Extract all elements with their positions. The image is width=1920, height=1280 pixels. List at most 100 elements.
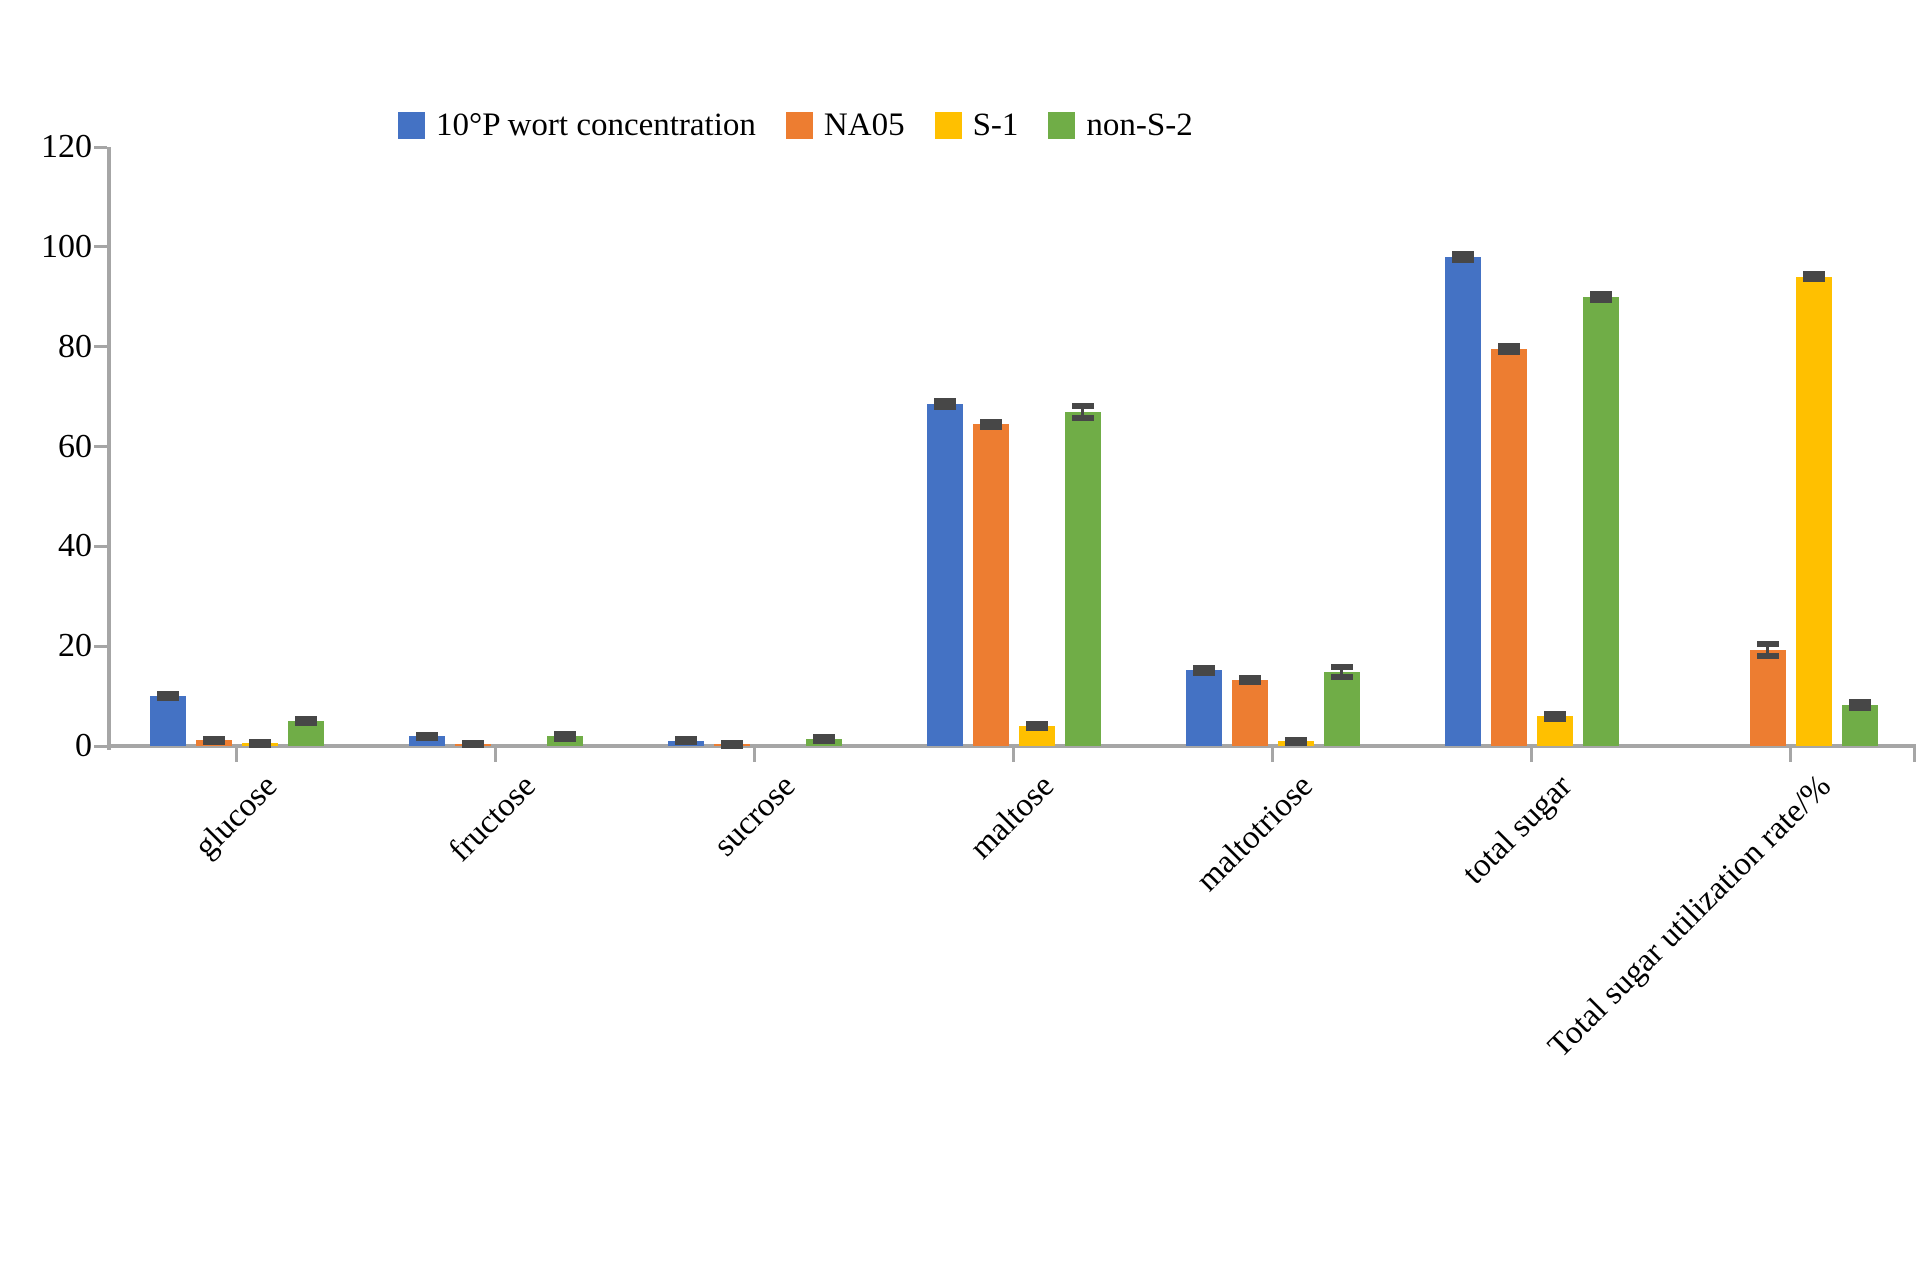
error-bar-cap-bottom	[202, 738, 225, 745]
bar-maltotriose-na05	[1231, 680, 1268, 746]
legend-label: non-S-2	[1086, 107, 1193, 143]
error-bar-cap-top	[1451, 250, 1474, 257]
bar-total-sugar-utilization-rate--na05	[1749, 649, 1786, 746]
error-bar-cap-top	[1071, 402, 1094, 409]
error-bar-cap-top	[1756, 640, 1779, 647]
x-axis-tick	[1271, 748, 1274, 762]
error-bar-cap-bottom	[1330, 674, 1353, 681]
error-bar-cap-bottom	[1238, 679, 1261, 686]
legend-label: S-1	[972, 107, 1019, 143]
error-bar-cap-bottom	[812, 738, 835, 744]
error-bar-cap-bottom	[248, 741, 271, 748]
y-axis-tick	[94, 345, 107, 349]
error-bar-cap-top	[1025, 721, 1048, 728]
bar-total-sugar-na05	[1490, 349, 1527, 746]
error-bar-cap-top	[294, 716, 317, 723]
x-category-label: glucose	[187, 768, 284, 865]
bar-total-sugar-utilization-rate--non-s-2	[1841, 705, 1878, 746]
error-bar-cap-bottom	[156, 695, 179, 702]
error-bar-cap-top	[1497, 343, 1520, 350]
y-axis-tick-label: 100	[41, 227, 92, 265]
legend-swatch-icon	[785, 111, 813, 139]
bar-total-sugar-utilization-rate--s-1	[1795, 276, 1832, 746]
bar-maltose-non-s-2	[1064, 411, 1101, 746]
error-bar-line	[1340, 667, 1343, 678]
legend-swatch-icon	[934, 111, 962, 139]
y-axis-tick	[94, 145, 107, 149]
legend-swatch-icon	[398, 111, 425, 139]
x-axis-end-tick	[1913, 748, 1916, 762]
y-axis-tick-label: 120	[41, 128, 92, 165]
legend-label: NA05	[823, 107, 905, 143]
x-category-label: sucrose	[706, 768, 802, 864]
x-category-label: maltose	[962, 768, 1061, 867]
x-category-label: total sugar	[1455, 768, 1579, 892]
error-bar-cap-top	[1848, 699, 1871, 706]
error-bar-cap-bottom	[933, 404, 956, 411]
error-bar-cap-bottom	[553, 735, 576, 742]
error-bar-cap-top	[1192, 664, 1215, 671]
legend-label: 10°P wort concentration	[436, 107, 756, 143]
error-bar-line	[1081, 405, 1084, 418]
bar-total-sugar-10-p-wort-concentration	[1444, 256, 1481, 746]
y-axis-tick	[94, 644, 107, 648]
chart-legend: 10°P wort concentration NA05 S-1 non-S-2	[398, 104, 1193, 146]
error-bar-cap-bottom	[415, 734, 438, 741]
error-bar-cap-bottom	[1497, 349, 1520, 356]
bar-maltose-s-1	[1018, 726, 1055, 746]
error-bar-cap-bottom	[1589, 296, 1612, 303]
error-bar-cap-top	[1543, 710, 1566, 717]
bar-maltose-10-p-wort-concentration	[926, 404, 963, 746]
x-axis-tick	[1530, 748, 1533, 762]
x-category-label: Total sugar utilization rate/%	[1541, 768, 1838, 1065]
bar-maltotriose-10-p-wort-concentration	[1185, 670, 1222, 746]
x-axis-line	[107, 744, 1916, 748]
error-bar-cap-top	[979, 418, 1002, 425]
bar-maltose-na05	[972, 424, 1009, 746]
y-axis-tick	[94, 245, 107, 249]
y-axis-tick-label: 20	[58, 627, 92, 665]
error-bar-cap-bottom	[1756, 652, 1779, 659]
error-bar-cap-top	[812, 734, 835, 740]
y-axis-tick	[94, 544, 107, 548]
error-bar-cap-bottom	[294, 720, 317, 727]
x-category-label: maltotriose	[1189, 768, 1320, 899]
y-axis-tick-label: 80	[58, 327, 92, 365]
bar-fructose-10-p-wort-concentration	[408, 736, 445, 746]
error-bar-cap-top	[156, 691, 179, 698]
error-bar-cap-top	[1589, 290, 1612, 297]
y-axis-tick	[94, 445, 107, 448]
legend-item-non-s-2: non-S-2	[1048, 104, 1193, 146]
error-bar-cap-top	[1238, 675, 1261, 682]
error-bar-cap-bottom	[1451, 256, 1474, 263]
error-bar-cap-top	[553, 730, 576, 737]
y-axis-tick	[94, 744, 107, 748]
error-bar-cap-bottom	[1284, 739, 1307, 746]
y-axis-tick-label: 0	[75, 727, 92, 764]
y-axis-tick-label: 40	[58, 527, 92, 565]
error-bar-cap-bottom	[1848, 705, 1871, 712]
error-bar-cap-bottom	[674, 739, 697, 745]
error-bar-cap-bottom	[720, 742, 743, 749]
bar-maltotriose-non-s-2	[1323, 672, 1360, 746]
error-bar-cap-top	[1330, 664, 1353, 671]
error-bar-cap-bottom	[1025, 725, 1048, 732]
error-bar-cap-bottom	[1543, 715, 1566, 722]
x-axis-tick	[235, 748, 238, 762]
error-bar-line	[1766, 643, 1769, 656]
error-bar-cap-top	[1802, 271, 1825, 278]
error-bar-cap-bottom	[1802, 276, 1825, 283]
y-axis-line	[107, 147, 111, 750]
x-axis-tick	[1789, 748, 1792, 762]
bar-total-sugar-non-s-2	[1582, 296, 1619, 746]
legend-item-s-1: S-1	[934, 104, 1019, 146]
legend-item-10-p-wort-concentration: 10°P wort concentration	[398, 104, 756, 146]
error-bar-cap-bottom	[1192, 669, 1215, 676]
y-axis-tick-label: 60	[58, 427, 92, 465]
error-bar-cap-bottom	[1071, 414, 1094, 421]
error-bar-cap-top	[933, 398, 956, 405]
legend-swatch-icon	[1048, 111, 1076, 139]
x-axis-tick	[494, 748, 497, 762]
error-bar-cap-bottom	[461, 742, 484, 748]
